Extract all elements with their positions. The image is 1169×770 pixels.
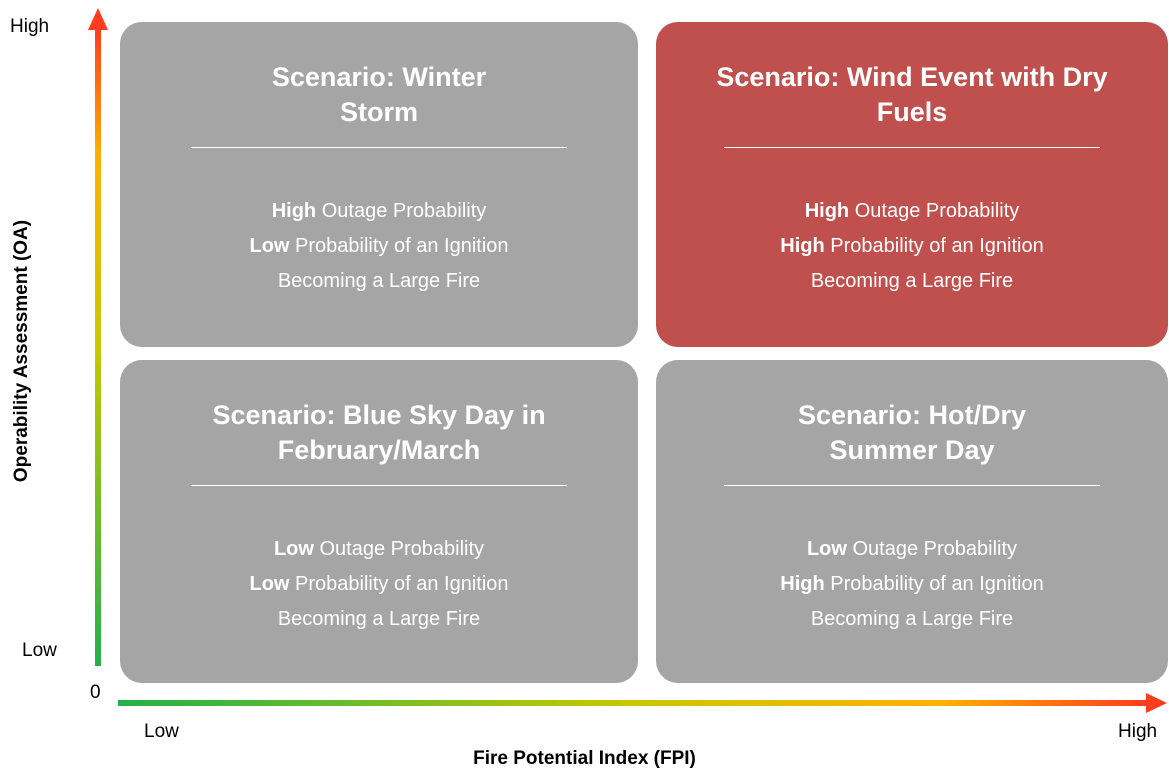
body-text: Becoming a Large Fire <box>810 270 1014 292</box>
quadrant-body: Low Outage Probability Low Probability of… <box>120 532 638 637</box>
bold-word: High <box>780 235 825 257</box>
y-low-label: Low <box>22 640 57 661</box>
quadrant: Scenario: Blue Sky Day in February/March L… <box>120 360 638 683</box>
body-line: Low Outage Probability <box>656 532 1168 567</box>
title-line: Fuels <box>876 97 948 127</box>
divider <box>191 485 567 486</box>
y-axis-line <box>95 28 101 666</box>
title-line: Summer Day <box>829 435 995 465</box>
title-line: Scenario: Hot/Dry <box>797 400 1027 430</box>
bold-word: High <box>804 200 850 222</box>
body-line: Low Outage Probability <box>120 532 638 567</box>
body-text: Outage Probability <box>321 200 487 222</box>
quadrant-title: Scenario: Blue Sky Day in February/March <box>120 398 638 468</box>
title-line: Scenario: Winter <box>271 62 487 92</box>
quadrant-body: High Outage Probability Low Probability o… <box>120 194 638 299</box>
body-text: Outage Probability <box>854 200 1020 222</box>
body-text: Becoming a Large Fire <box>277 270 481 292</box>
body-line: Becoming a Large Fire <box>120 264 638 299</box>
bold-word: Low <box>249 235 290 257</box>
body-text: Probability of an Ignition <box>295 235 509 257</box>
quadrant: Scenario: Winter Storm High Outage Probabi… <box>120 22 638 347</box>
quadrant-title: Scenario: Wind Event with Dry Fuels <box>656 60 1168 130</box>
body-line: High Probability of an Ignition <box>656 567 1168 602</box>
bold-word: Low <box>806 538 847 560</box>
quadrant: Scenario: Hot/Dry Summer Day Low Outage Pr… <box>656 360 1168 683</box>
body-line: Becoming a Large Fire <box>656 602 1168 637</box>
bold-word: Low <box>249 573 290 595</box>
x-axis-arrow <box>1146 693 1167 713</box>
origin-label: 0 <box>90 682 101 703</box>
quadrant-title: Scenario: Hot/Dry Summer Day <box>656 398 1168 468</box>
body-text: Becoming a Large Fire <box>810 608 1014 630</box>
bold-word: High <box>780 573 825 595</box>
y-high-label: High <box>10 16 50 37</box>
body-line: High Probability of an Ignition <box>656 229 1168 264</box>
divider <box>724 485 1100 486</box>
body-text: Outage Probability <box>319 538 485 560</box>
body-line: High Outage Probability <box>656 194 1168 229</box>
body-text: Becoming a Large Fire <box>277 608 481 630</box>
title-line: February/March <box>277 435 481 465</box>
body-text: Probability of an Ignition <box>295 573 509 595</box>
body-line: High Outage Probability <box>120 194 638 229</box>
quadrant: Scenario: Wind Event with Dry Fuels High O… <box>656 22 1168 347</box>
body-text: Probability of an Ignition <box>830 573 1044 595</box>
body-line: Low Probability of an Ignition <box>120 567 638 602</box>
divider <box>191 147 567 148</box>
title-line: Storm <box>339 97 418 127</box>
title-line: Scenario: Blue Sky Day in <box>212 400 546 430</box>
y-axis-title: Operability Assessment (OA) <box>11 219 32 483</box>
y-axis-arrow <box>88 8 108 30</box>
title-line: Scenario: Wind Event with Dry <box>716 62 1108 92</box>
body-line: Low Probability of an Ignition <box>120 229 638 264</box>
x-low-label: Low <box>144 721 179 742</box>
bold-word: High <box>271 200 317 222</box>
body-line: Becoming a Large Fire <box>120 602 638 637</box>
x-axis-line <box>118 700 1148 706</box>
quadrant-title: Scenario: Winter Storm <box>120 60 638 130</box>
body-line: Becoming a Large Fire <box>656 264 1168 299</box>
body-text: Outage Probability <box>852 538 1018 560</box>
quadrant-body: High Outage Probability High Probability … <box>656 194 1168 299</box>
x-high-label: High <box>1118 721 1158 742</box>
bold-word: Low <box>273 538 314 560</box>
divider <box>724 147 1100 148</box>
quadrant-body: Low Outage Probability High Probability o… <box>656 532 1168 637</box>
x-axis-title: Fire Potential Index (FPI) <box>473 748 696 769</box>
body-text: Probability of an Ignition <box>830 235 1044 257</box>
